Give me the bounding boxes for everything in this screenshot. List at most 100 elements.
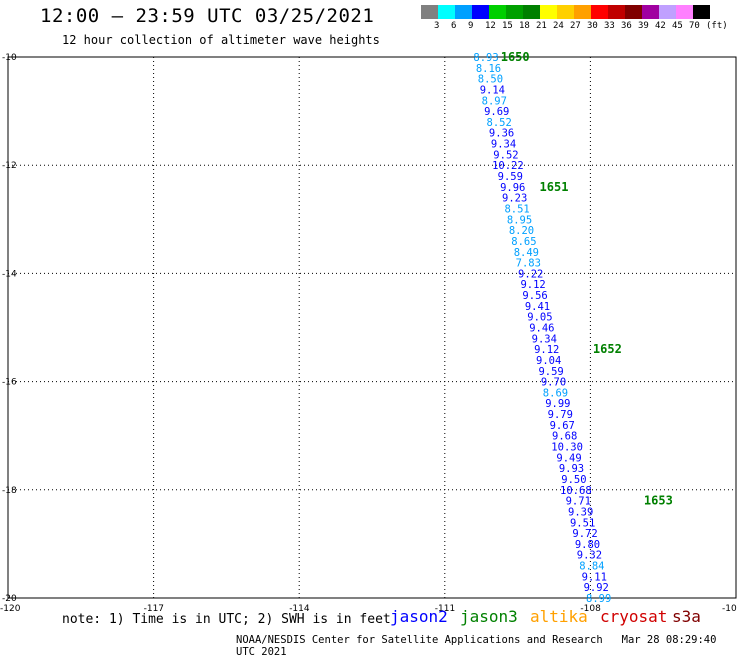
- wave-height-label: 9.96: [500, 182, 525, 194]
- satellite-jason2: jason2: [390, 607, 448, 626]
- wave-height-label: 9.52: [493, 149, 518, 161]
- wave-height-label: 8.69: [543, 387, 568, 399]
- wave-height-label: 9.51: [570, 517, 595, 529]
- legend-label: 6: [451, 21, 457, 31]
- legend-swatch: [642, 5, 659, 19]
- legend-label: 39: [638, 21, 649, 31]
- wave-height-label: 9.32: [577, 550, 602, 562]
- lat-tick-label: -20: [2, 594, 17, 604]
- time-label: 1651: [540, 180, 569, 194]
- page-subtitle: 12 hour collection of altimeter wave hei…: [62, 33, 380, 47]
- legend-label: 21: [536, 21, 547, 31]
- legend-swatch: [523, 5, 540, 19]
- credit-text: NOAA/NESDIS Center for Satellite Applica…: [236, 634, 603, 646]
- wave-height-label: 9.70: [541, 377, 566, 389]
- wave-height-label: 8.50: [478, 74, 503, 86]
- legend-swatch: [557, 5, 574, 19]
- wave-height-label: 8.65: [511, 236, 536, 248]
- legend-swatch: [676, 5, 693, 19]
- legend-swatch: [455, 5, 472, 19]
- lat-tick-label: -10: [2, 53, 17, 63]
- legend-label: 30: [587, 21, 598, 31]
- lon-tick-label: -111: [435, 604, 455, 614]
- wave-height-label: 9.71: [566, 496, 591, 508]
- lon-tick-label: -120: [0, 604, 21, 614]
- lon-tick-label: -117: [144, 604, 164, 614]
- color-legend-labels: 3 6 9 12 15 18 21 24 27 30 33 36 39 42 45 70 (ft): [421, 21, 740, 33]
- wave-height-label: 9.36: [489, 128, 514, 140]
- wave-height-label: 9.34: [491, 139, 516, 151]
- wave-height-label: 9.11: [582, 571, 607, 583]
- wave-height-label: 9.56: [522, 290, 547, 302]
- lat-tick-label: -16: [2, 378, 17, 388]
- wave-height-label: 9.22: [518, 268, 543, 280]
- wave-height-label: 9.93: [559, 463, 584, 475]
- legend-swatch: [591, 5, 608, 19]
- time-label: 1653: [644, 494, 673, 508]
- wave-height-label: 8.49: [514, 247, 539, 259]
- legend-label: 36: [621, 21, 632, 31]
- legend-swatch: [472, 5, 489, 19]
- legend-swatch: [421, 5, 438, 19]
- legend-swatch: [540, 5, 557, 19]
- wave-height-label: 9.80: [575, 539, 600, 551]
- wave-height-label: 10.68: [560, 485, 592, 497]
- wave-height-label: 9.46: [529, 323, 554, 335]
- wave-height-label: 9.59: [498, 171, 523, 183]
- legend-swatch: [506, 5, 523, 19]
- wave-height-label: 8.52: [487, 117, 512, 129]
- page-title: 12:00 – 23:59 UTC 03/25/2021: [40, 5, 375, 27]
- map-grid: [7, 56, 737, 599]
- legend-label: 3: [434, 21, 440, 31]
- wave-height-label: 8.97: [482, 95, 507, 107]
- wave-height-label: 9.34: [532, 333, 557, 345]
- wave-height-label: 9.99: [545, 398, 570, 410]
- wave-height-label: 8.95: [507, 214, 532, 226]
- map-frame: [7, 56, 737, 599]
- legend-swatch: [659, 5, 676, 19]
- wave-height-points: 8.938.168.509.148.979.698.529.369.349.52…: [473, 52, 611, 605]
- wave-height-label: 9.39: [568, 506, 593, 518]
- wave-height-label: 9.12: [534, 344, 559, 356]
- satellite-jason3: jason3: [460, 607, 518, 626]
- wave-height-label: 9.68: [552, 431, 577, 443]
- satellite-altika: altika: [530, 607, 588, 626]
- wave-height-label: 9.12: [520, 279, 545, 291]
- wave-height-label: 7.83: [516, 258, 541, 270]
- color-legend: [421, 5, 710, 19]
- satellite-cryosat: cryosat: [600, 607, 668, 626]
- wave-height-label: 9.67: [550, 420, 575, 432]
- lat-tick-label: -12: [2, 161, 17, 171]
- time-label: 1650: [501, 50, 530, 64]
- legend-swatch: [625, 5, 642, 19]
- wave-height-label: 9.72: [572, 528, 597, 540]
- wave-height-label: 8.93: [473, 52, 498, 64]
- wave-height-label: 9.69: [484, 106, 509, 118]
- legend-swatch: [438, 5, 455, 19]
- legend-label: 70: [689, 21, 700, 31]
- wave-height-label: 9.92: [584, 582, 609, 594]
- lon-tick-label: -10: [722, 604, 737, 614]
- legend-label: 12: [485, 21, 496, 31]
- wave-height-label: 8.20: [509, 225, 534, 237]
- time-labels: 1650 1651 1652 1653: [501, 50, 673, 508]
- legend-swatch: [574, 5, 591, 19]
- legend-label: 33: [604, 21, 615, 31]
- wave-height-label: 9.14: [480, 84, 505, 96]
- legend-label: (ft): [706, 21, 728, 31]
- wave-height-label: 9.79: [548, 409, 573, 421]
- legend-swatch: [608, 5, 625, 19]
- axis-labels: -10 -12 -14 -16 -18 -20-120 -117 -114 -111 -108 -1…: [0, 53, 737, 614]
- legend-label: 24: [553, 21, 564, 31]
- wave-height-label: 8.84: [579, 561, 604, 573]
- legend-label: 15: [502, 21, 513, 31]
- lat-tick-label: -18: [2, 486, 17, 496]
- lat-tick-label: -14: [2, 269, 17, 279]
- wave-height-label: 9.59: [538, 366, 563, 378]
- wave-height-label: 9.23: [502, 193, 527, 205]
- wave-height-label: 8.16: [476, 63, 501, 75]
- lon-tick-label: -108: [580, 604, 601, 614]
- wave-height-label: 9.49: [556, 452, 581, 464]
- wave-height-label: 10.22: [492, 160, 524, 172]
